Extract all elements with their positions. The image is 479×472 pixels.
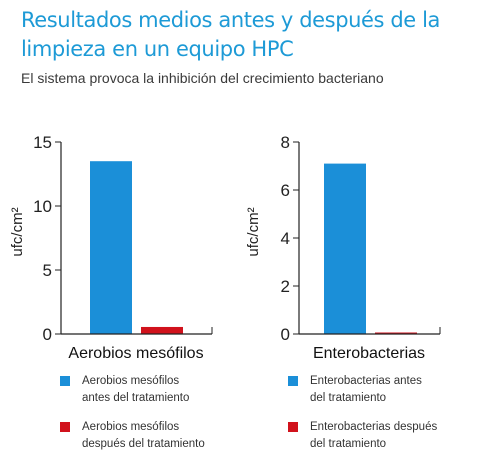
y-axis-label: ufc/cm² [245, 207, 262, 256]
legend-label-line-1: Enterobacterias antes [310, 375, 422, 387]
y-tick-label: 0 [281, 325, 290, 344]
chart-title-line-1: Resultados medios antes y después de la [21, 8, 441, 32]
y-tick-label: 15 [33, 133, 52, 152]
y-axis-label: ufc/cm² [9, 207, 26, 256]
y-tick-label: 8 [281, 133, 290, 152]
y-tick-label: 5 [43, 261, 52, 280]
chart-title: Resultados medios antes y después de la … [21, 6, 471, 64]
chart-subtitle: El sistema provoca la inhibición del cre… [21, 70, 384, 86]
x-axis-label: Enterobacterias [313, 345, 425, 362]
bar-after [375, 332, 417, 334]
legend-label-line-1: Enterobacterias después [310, 421, 438, 433]
x-axis-label: Aerobios mesófilos [68, 345, 203, 362]
bar-after [141, 326, 183, 334]
legend-label-line-2: del tratamiento [310, 438, 387, 450]
y-tick-label: 0 [43, 325, 52, 344]
y-tick-label: 6 [281, 181, 290, 200]
legend-label-line-1: Aerobios mesófilos [82, 375, 180, 387]
legend-swatch-before [288, 376, 298, 386]
bar-before [90, 161, 132, 334]
bar-before [324, 163, 366, 334]
legend-swatch-after [60, 422, 70, 432]
y-tick-label: 10 [33, 197, 52, 216]
legend-swatch-before [60, 376, 70, 386]
legend-label-line-2: del tratamiento [310, 392, 387, 404]
y-tick-label: 2 [281, 277, 290, 296]
legend-label-line-1: Aerobios mesófilos [82, 421, 180, 433]
legend-label-line-2: después del tratamiento [82, 438, 205, 450]
legend-label-line-2: antes del tratamiento [82, 392, 190, 404]
y-tick-label: 4 [281, 229, 290, 248]
legend-swatch-after [288, 422, 298, 432]
chart-title-line-2: limpieza en un equipo HPC [21, 37, 294, 61]
